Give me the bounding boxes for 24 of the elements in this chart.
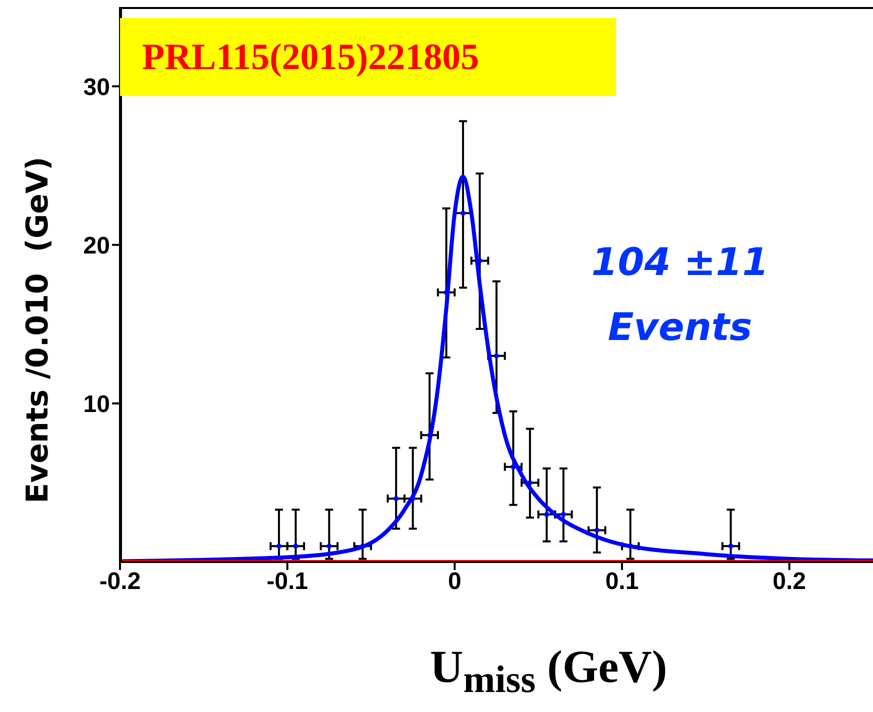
point (510, 464, 516, 470)
x-tick-label: 0 (448, 568, 462, 596)
point (326, 544, 332, 549)
point (293, 544, 298, 549)
annotation: 104 ±11 (590, 240, 770, 284)
point (276, 544, 282, 549)
x-tick-label: 0.2 (772, 568, 806, 596)
x-axis-title: U$_{miss}$ (GeV) (430, 640, 668, 702)
x-tick-label: -0.2 (99, 568, 141, 596)
point (594, 528, 600, 533)
y-tick-label: 30 (83, 74, 110, 101)
point (728, 544, 734, 549)
point (394, 496, 399, 502)
x-tick-label: -0.1 (266, 568, 308, 596)
annotation: Events (606, 305, 754, 349)
y-tick-label: 10 (83, 390, 110, 418)
y-axis-title: Events /0.010 (GeV) (20, 156, 56, 504)
point (560, 512, 566, 517)
point (460, 210, 466, 216)
x-tick-label: 0.1 (605, 568, 639, 596)
y-tick-label: 20 (83, 232, 110, 260)
point (544, 512, 550, 517)
point (494, 353, 499, 358)
point (527, 480, 532, 486)
